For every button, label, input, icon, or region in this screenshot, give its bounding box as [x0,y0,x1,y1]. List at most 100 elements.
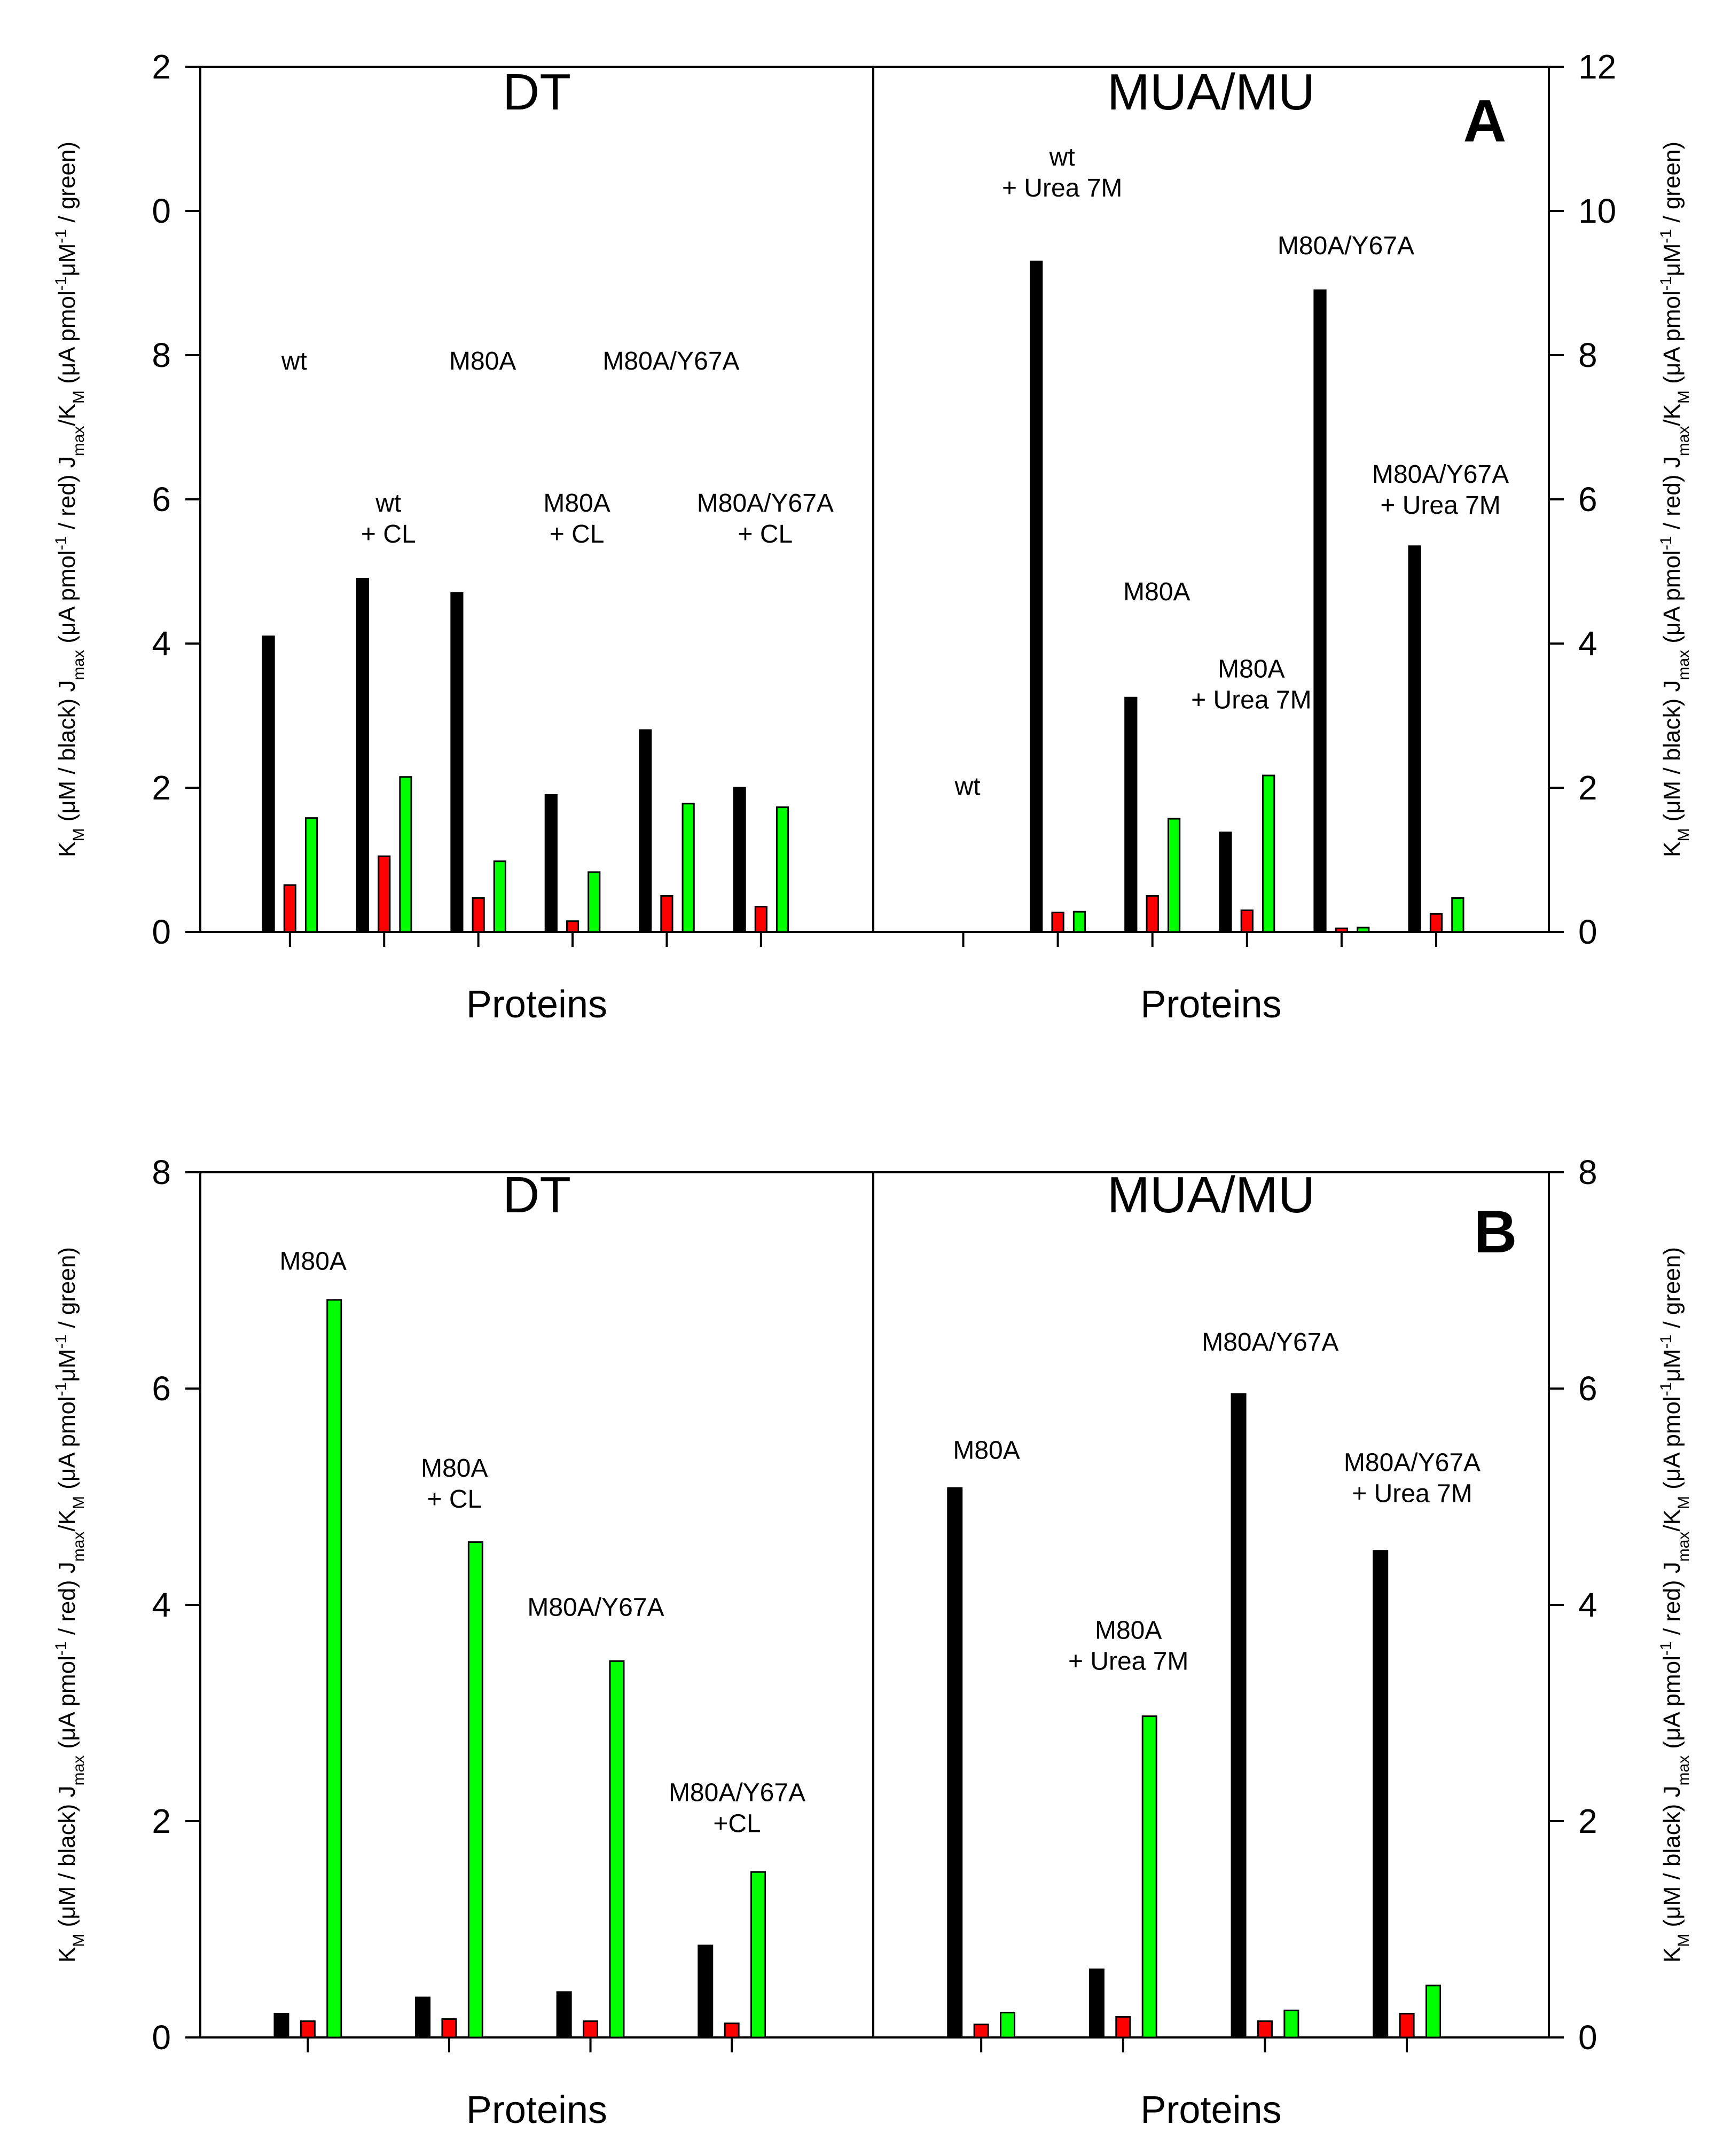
bar-green-m80a [1167,818,1181,933]
bar-red-m80a-y67a-cl [754,906,767,933]
left-y-tick-label: 0 [152,2018,171,2057]
bar-black-m80a-cl [415,1996,431,2039]
bar-green-wt-urea-7m [1072,911,1086,933]
right-y-tick-label: 10 [1578,192,1616,230]
bar-black-m80a-y67a [639,729,652,933]
bar-green-m80a-urea-7m [1141,1715,1157,2039]
bar-green-m80a-y67a [1357,927,1370,933]
bar-red-m80a-y67a-cl [724,2022,740,2039]
bar-label-m80a-urea-7m: M80A + Urea 7M [1191,655,1311,715]
bar-label-m80a: M80A [1123,578,1190,606]
right-y-tick-label: 0 [1578,2018,1597,2057]
bar-black-m80a [273,2012,289,2039]
bar-label-m80a-y67a-urea-7m: M80A/Y67A + Urea 7M [1372,460,1509,520]
left-y-tick-label: 6 [152,480,171,519]
bar-label-m80a: M80A [449,347,516,375]
bar-black-wt-cl [356,578,370,933]
panel-letter: B [1474,1198,1517,1265]
bar-green-m80a-cl [467,1541,483,2039]
bar-black-m80a-urea-7m [1219,832,1232,933]
right-y-tick-label: 2 [1578,769,1597,807]
x-axis-title: Proteins [466,2089,607,2131]
panel-a: 0 2 4 6 8 0 2 0 2 4 6 8 10 12 KM (μM / black) Jmax (μA… [52,48,1693,1026]
right-y-axis-title: KM (μM / black) Jmax (μA pmol-1 / red) J… [1657,1247,1693,1963]
bar-green-m80a-urea-7m [1262,774,1275,933]
bar-label-m80a: M80A [280,1247,347,1275]
bar-green-m80a [493,860,506,933]
bar-green-m80a-y67a-cl [776,806,789,933]
bar-green-m80a-y67a-urea-7m [1425,1985,1441,2039]
bar-label-m80a-y67a: M80A/Y67A [1278,232,1414,260]
bar-red-m80a-urea-7m [1115,2016,1131,2039]
bar-green-m80a [1000,2011,1016,2039]
bar-label-wt-cl: wt + CL [361,489,416,548]
left-y-tick-label: 2 [152,48,171,86]
bar-black-m80a [450,592,464,933]
bar-red-m80a-cl [441,2018,457,2039]
bar-label-wt-urea-7m: wt + Urea 7M [1002,143,1122,202]
bar-black-m80a-y67a-cl [733,787,746,933]
right-y-tick-label: 6 [1578,480,1597,519]
left-y-axis-title: KM (μM / black) Jmax (μA pmol-1 / red) J… [52,142,88,857]
left-y-tick-label: 0 [152,913,171,951]
bar-green-m80a-y67a-urea-7m [1451,897,1464,933]
bar-red-m80a-y67a [1335,927,1349,933]
x-axis-title: Proteins [466,983,607,1026]
left-y-tick-label: 8 [152,336,171,374]
bar-label-m80a-y67a: M80A/Y67A [527,1593,664,1621]
bar-black-m80a-cl [544,794,558,933]
left-y-tick-label: 4 [152,1586,171,1624]
right-y-tick-label: 4 [1578,1586,1597,1624]
x-axis-title: Proteins [1140,2089,1281,2131]
bar-red-m80a-cl [566,920,579,933]
right-y-tick-label: 4 [1578,624,1597,663]
panel-letter: A [1463,88,1507,154]
bar-green-wt-cl [399,776,412,933]
left-y-tick-label: 6 [152,1369,171,1408]
left-y-tick-label: 8 [152,1153,171,1191]
x-axis-title: Proteins [1140,983,1281,1026]
bar-label-m80a: M80A [953,1437,1020,1465]
bar-red-m80a-urea-7m [1240,910,1254,933]
section-title-mua-mu: MUA/MU [1107,64,1315,121]
bar-label-wt: wt [281,347,307,375]
panel-b: 0 2 4 6 8 0 2 4 6 8 KM (μM / black) Jmax (μA pmol-… [52,1153,1693,2131]
bar-label-m80a-cl: M80A + CL [543,489,610,548]
bar-red-wt [283,884,296,933]
bar-red-wt-urea-7m [1051,912,1064,933]
bar-green-m80a-y67a [682,803,695,933]
section-title-dt: DT [503,64,571,121]
bar-red-m80a-y67a-urea-7m [1429,913,1443,933]
bar-black-m80a-y67a [556,1991,572,2039]
left-y-tick-label: 2 [152,1802,171,1840]
bar-red-m80a-y67a-urea-7m [1399,2012,1415,2039]
left-y-tick-label: 2 [152,769,171,807]
bar-red-m80a [300,2020,316,2039]
right-y-tick-label: 8 [1578,1153,1597,1191]
right-y-tick-label: 2 [1578,1802,1597,1840]
left-y-tick-label: 4 [152,624,171,663]
bar-green-wt [304,817,318,933]
bar-green-m80a-y67a [1283,2009,1299,2039]
bar-green-m80a-y67a [609,1660,625,2039]
right-y-tick-label: 6 [1578,1369,1597,1408]
bar-red-m80a-y67a [583,2020,599,2039]
bar-black-m80a [947,1487,963,2039]
bar-red-m80a [472,897,485,933]
bar-red-wt-cl [378,855,391,933]
left-y-tick-label: 0 [152,192,171,230]
bar-red-m80a-y67a [1257,2020,1273,2039]
bar-black-wt [262,636,275,933]
right-y-axis-title: KM (μM / black) Jmax (μA pmol-1 / red) J… [1657,142,1693,857]
bar-green-m80a [326,1299,342,2039]
bar-black-m80a-y67a-cl [698,1945,714,2039]
right-y-tick-label: 0 [1578,913,1597,951]
bar-green-m80a-y67a-cl [750,1871,766,2039]
bar-label-m80a-urea-7m: M80A + Urea 7M [1068,1617,1188,1676]
bar-label-wt: wt [954,773,981,801]
bar-red-m80a [1146,895,1159,933]
bar-label-m80a-cl: M80A + CL [421,1454,488,1514]
section-title-dt: DT [503,1166,571,1224]
bar-green-m80a-cl [588,871,601,933]
